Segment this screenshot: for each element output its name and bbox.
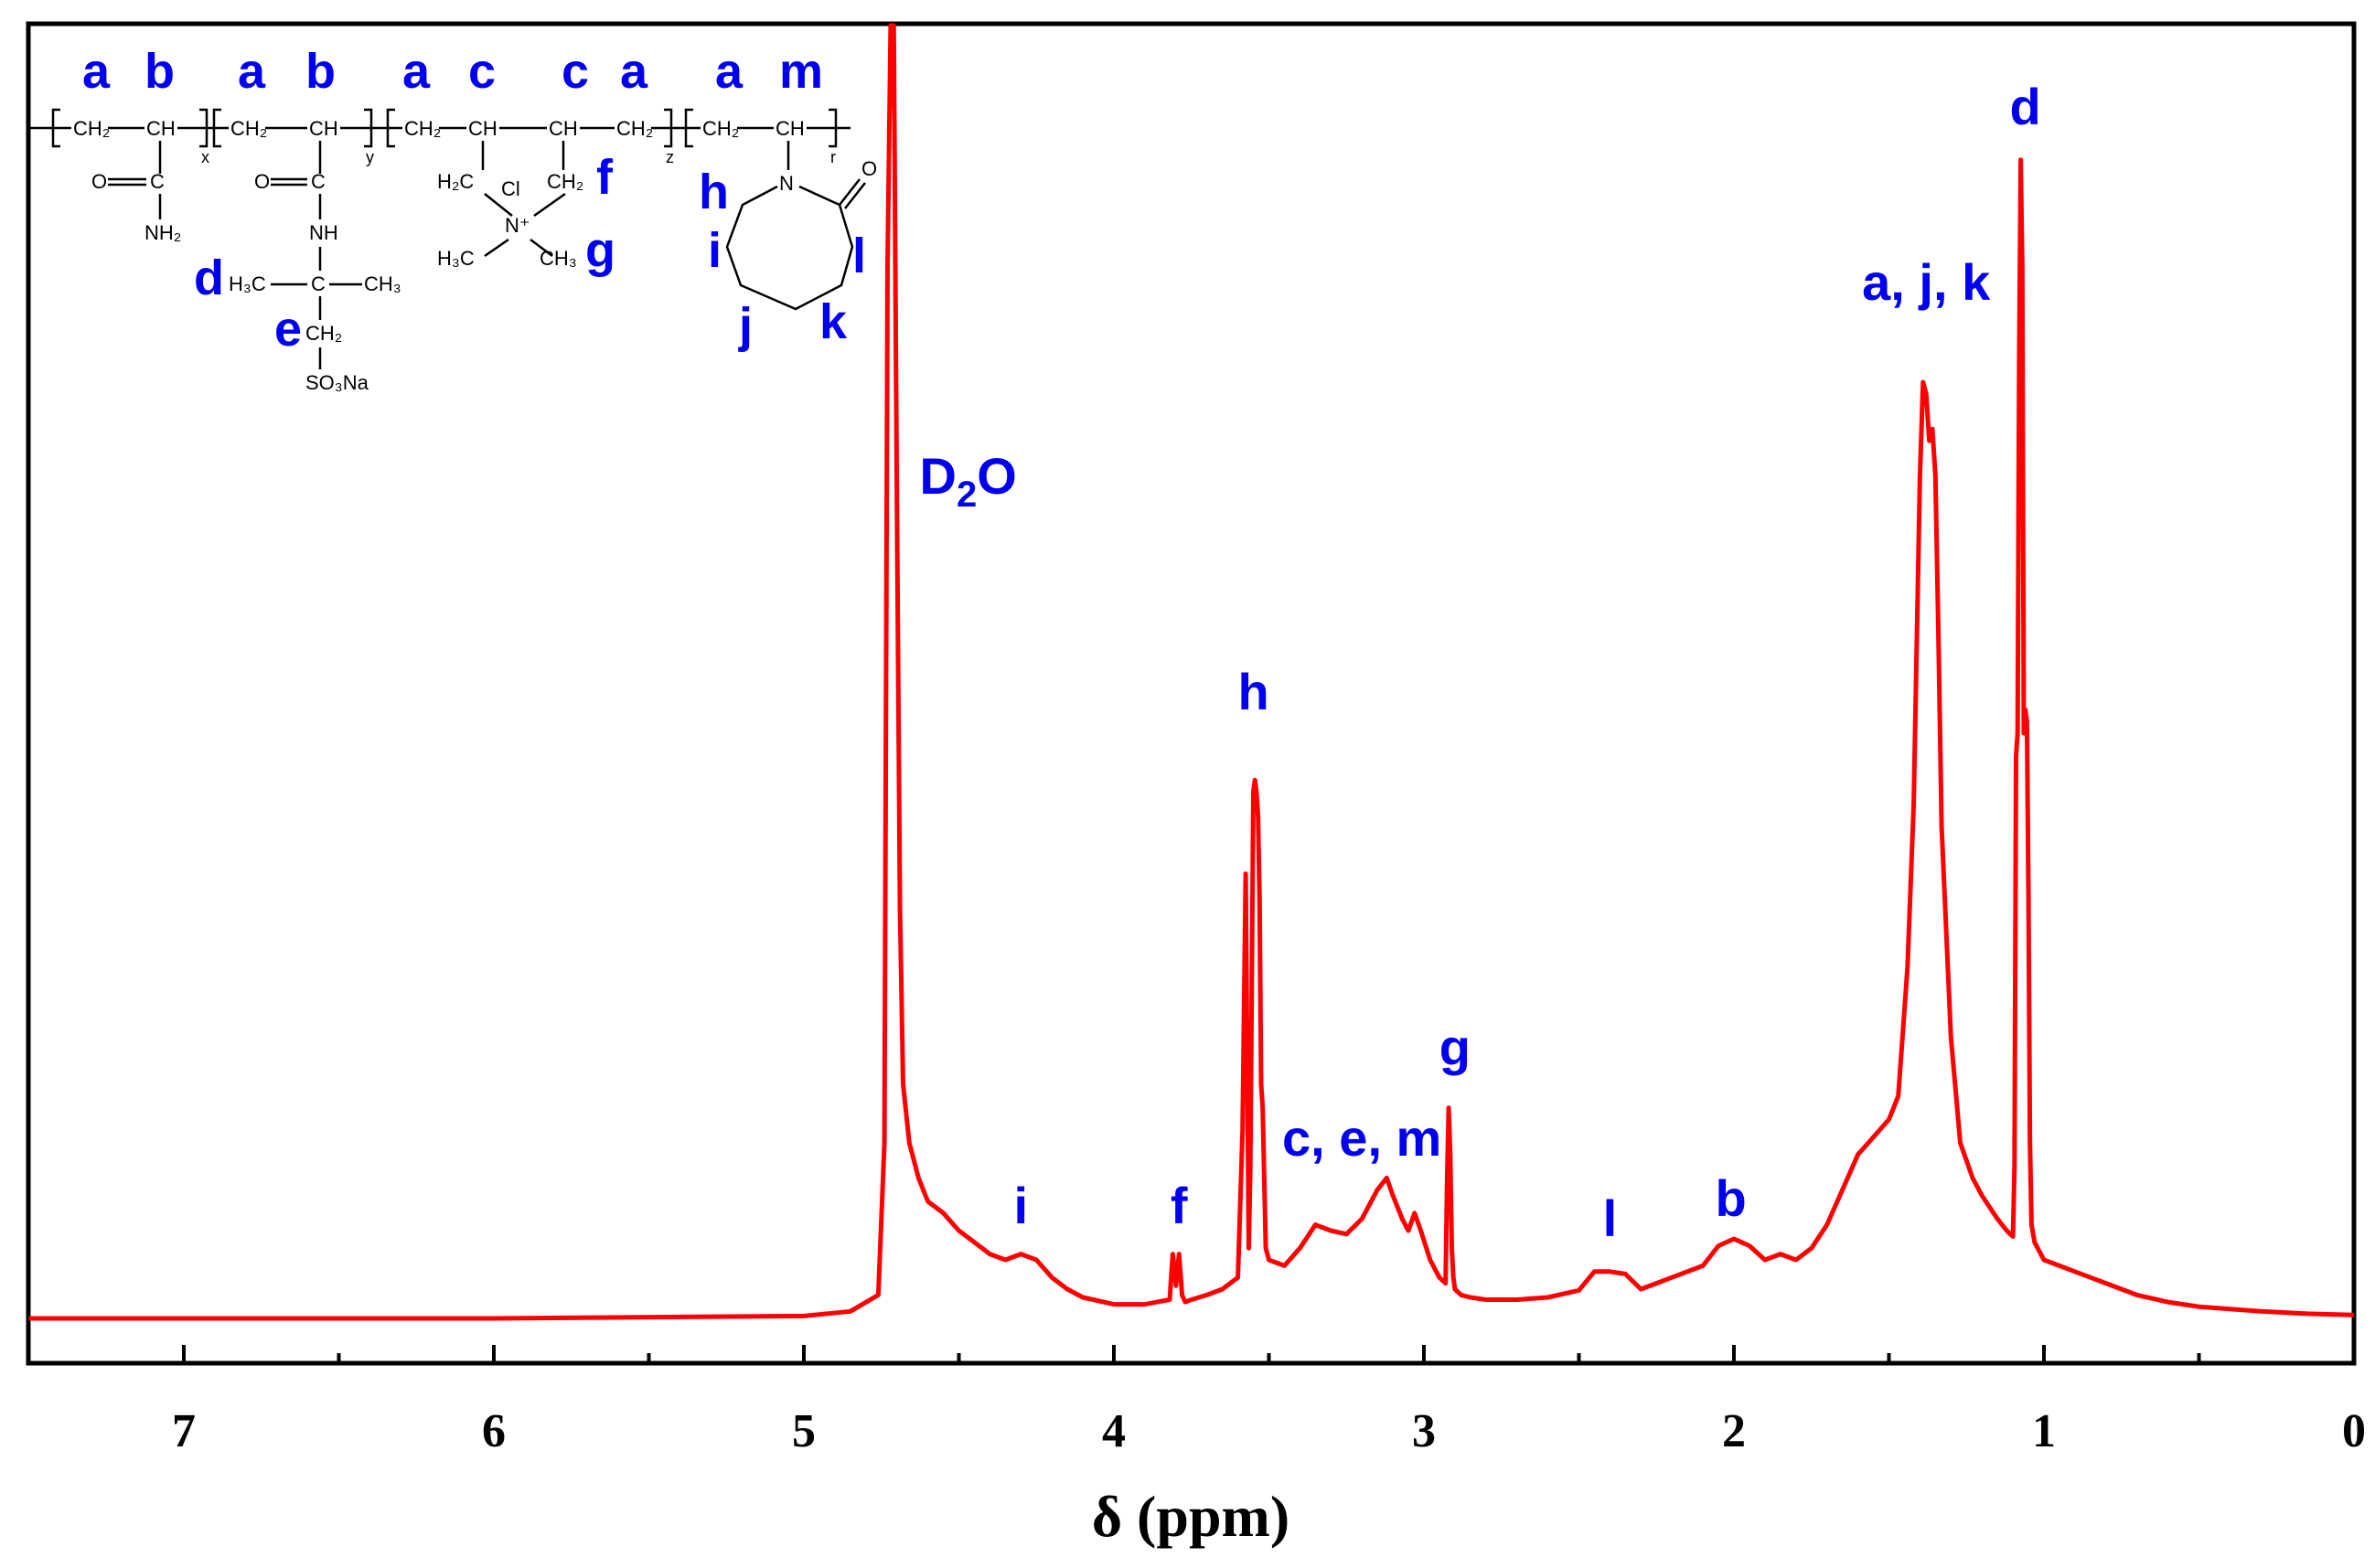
peak-label: h	[1237, 663, 1268, 720]
svg-text:CH: CH	[468, 117, 497, 140]
svg-text:H₃C: H₃C	[437, 247, 475, 270]
structure-acrylamide-unit: O C NH₂	[91, 141, 181, 244]
peak-label: l	[1603, 1189, 1618, 1247]
x-tick-label: 3	[1412, 1405, 1436, 1457]
svg-text:r: r	[830, 148, 836, 166]
svg-text:NH: NH	[309, 221, 338, 244]
svg-text:O: O	[91, 170, 107, 193]
svg-text:b: b	[305, 44, 336, 99]
svg-text:CH₂: CH₂	[305, 322, 342, 345]
peak-label: b	[1716, 1169, 1747, 1227]
svg-text:h: h	[699, 165, 729, 219]
svg-text:NH₂: NH₂	[144, 221, 181, 244]
svg-text:H₂C: H₂C	[437, 170, 474, 193]
structure-brackets	[51, 108, 838, 148]
peak-label: D2O	[920, 447, 1017, 515]
svg-text:C: C	[311, 170, 326, 193]
svg-text:CH: CH	[146, 117, 176, 140]
svg-text:a: a	[402, 44, 431, 99]
svg-text:CH: CH	[309, 117, 338, 140]
svg-text:C: C	[311, 272, 326, 295]
x-tick-label: 6	[482, 1405, 506, 1457]
svg-text:j: j	[738, 298, 753, 353]
x-tick-label: 2	[1722, 1405, 1746, 1457]
x-tick-label: 5	[792, 1405, 816, 1457]
svg-text:CH₂: CH₂	[702, 117, 739, 140]
peak-label: g	[1439, 1019, 1471, 1076]
svg-text:b: b	[144, 44, 175, 99]
svg-text:l: l	[852, 229, 866, 283]
svg-text:CH₂: CH₂	[404, 117, 441, 140]
structure-dmdaac-unit: H₂C Cl CH₂ N⁺ H₃C CH₃	[437, 141, 583, 270]
spectrum-line	[28, 23, 2355, 1321]
svg-text:N⁺: N⁺	[505, 214, 530, 237]
svg-text:z: z	[666, 148, 674, 166]
plot-frame	[26, 21, 2357, 1366]
svg-text:CH₂: CH₂	[73, 117, 110, 140]
peak-label: f	[1171, 1177, 1188, 1234]
svg-text:Cl: Cl	[501, 177, 520, 200]
x-tick-label: 0	[2342, 1405, 2366, 1457]
svg-text:a: a	[238, 44, 266, 99]
polymer-structure: CH₂ CH CH₂ CH CH₂ CH CH CH₂ CH₂ CH x y z…	[27, 44, 877, 394]
svg-text:f: f	[596, 150, 614, 205]
structure-caprolactam-unit: N O	[725, 141, 877, 311]
svg-text:CH: CH	[776, 117, 805, 140]
x-axis-ticks	[27, 1345, 2356, 1363]
svg-text:CH₂: CH₂	[230, 117, 267, 140]
svg-text:e: e	[274, 302, 302, 357]
svg-text:CH: CH	[549, 117, 578, 140]
peak-label: c, e, m	[1282, 1109, 1441, 1167]
svg-text:x: x	[201, 148, 209, 166]
svg-text:g: g	[585, 223, 615, 278]
svg-text:CH₃: CH₃	[364, 272, 401, 295]
svg-text:i: i	[708, 223, 722, 278]
svg-text:SO₃Na: SO₃Na	[305, 371, 369, 394]
svg-text:a: a	[620, 44, 648, 99]
x-tick-label: 1	[2032, 1405, 2056, 1457]
svg-text:m: m	[779, 44, 823, 99]
svg-text:c: c	[562, 44, 589, 99]
svg-text:CH₂: CH₂	[547, 170, 583, 193]
structure-letters: a b a b a c c a a m f g d e h i j k l	[82, 44, 866, 357]
svg-text:C: C	[150, 170, 165, 193]
structure-amps-unit: O C NH H₃C C CH₃ CH₂ SO₃Na	[229, 141, 401, 394]
peak-label: a, j, k	[1862, 253, 1991, 311]
svg-text:y: y	[366, 148, 374, 166]
structure-chain-text: CH₂ CH CH₂ CH CH₂ CH CH CH₂ CH₂ CH	[71, 115, 807, 141]
svg-text:a: a	[715, 44, 744, 99]
svg-text:d: d	[194, 251, 224, 305]
x-tick-label: 4	[1102, 1405, 1126, 1457]
peak-label: i	[1014, 1177, 1029, 1234]
svg-text:k: k	[819, 294, 848, 349]
svg-text:c: c	[468, 44, 496, 99]
svg-text:N: N	[779, 172, 794, 195]
svg-text:O: O	[861, 157, 877, 180]
x-tick-label: 7	[172, 1405, 196, 1457]
peak-label: d	[2010, 78, 2041, 135]
x-axis-tick-labels: 7 6 5 4 3 2 1 0	[172, 1405, 2366, 1457]
peak-annotations: D2O i f h c, e, m g l b a, j, k d	[920, 78, 2041, 1247]
x-axis-title: δ (ppm)	[1092, 1484, 1289, 1549]
svg-text:CH₃: CH₃	[540, 247, 577, 270]
svg-text:CH₂: CH₂	[616, 117, 653, 140]
structure-repeat-subscripts: x y z r	[201, 148, 836, 166]
svg-text:O: O	[254, 170, 270, 193]
svg-text:H₃C: H₃C	[229, 272, 266, 295]
svg-text:a: a	[82, 44, 111, 99]
